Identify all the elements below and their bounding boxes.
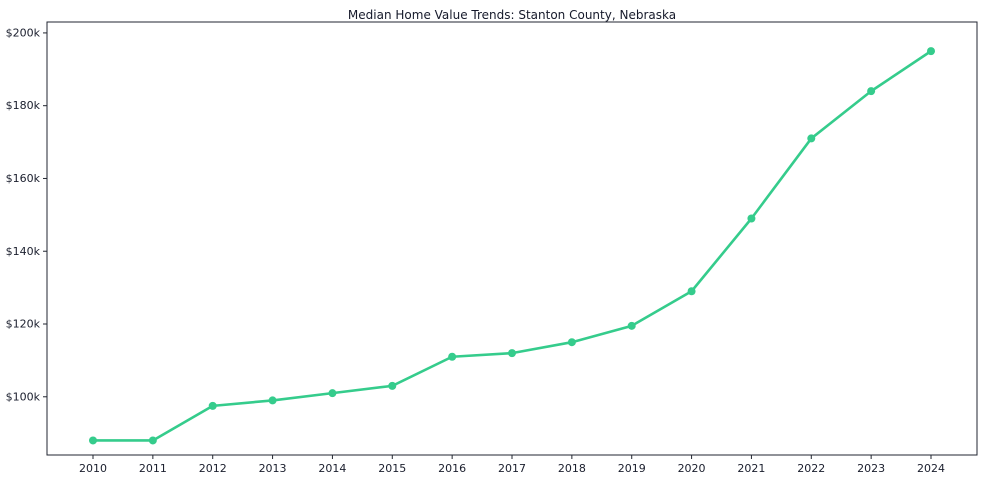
x-tick-label: 2014 (318, 462, 346, 475)
data-point (448, 352, 457, 361)
y-tick-label: $180k (6, 99, 41, 112)
x-tick-label: 2016 (438, 462, 466, 475)
data-point (388, 381, 397, 390)
data-point (508, 349, 516, 358)
y-tick-label: $160k (6, 172, 41, 185)
data-point (268, 396, 277, 405)
y-tick-label: $140k (6, 245, 41, 258)
data-point (89, 436, 97, 445)
x-tick-label: 2017 (498, 462, 526, 475)
data-point (867, 87, 876, 96)
data-point (148, 436, 157, 445)
data-point (627, 321, 636, 330)
plot-frame (46, 21, 978, 456)
x-tick-label: 2010 (79, 462, 107, 475)
x-tick-label: 2021 (737, 462, 765, 475)
y-tick-label: $120k (6, 318, 41, 331)
data-point (807, 134, 816, 143)
data-point (567, 338, 576, 347)
x-tick-label: 2013 (259, 462, 287, 475)
x-tick-label: 2012 (199, 462, 227, 475)
x-tick-label: 2015 (378, 462, 406, 475)
x-tick-label: 2023 (857, 462, 885, 475)
data-point (328, 389, 337, 398)
data-point (747, 214, 756, 223)
x-tick-label: 2022 (797, 462, 825, 475)
data-point (208, 401, 217, 410)
x-tick-label: 2011 (139, 462, 167, 475)
x-tick-label: 2018 (558, 462, 586, 475)
x-tick-label: 2020 (678, 462, 706, 475)
y-tick-label: $200k (6, 26, 41, 39)
trend-line (91, 49, 933, 442)
data-point (927, 47, 935, 56)
chart-title: Median Home Value Trends: Stanton County… (347, 8, 677, 22)
data-point (687, 287, 696, 296)
x-tick-label: 2024 (917, 462, 945, 475)
x-tick-label: 2019 (618, 462, 646, 475)
y-tick-label: $100k (6, 390, 41, 403)
